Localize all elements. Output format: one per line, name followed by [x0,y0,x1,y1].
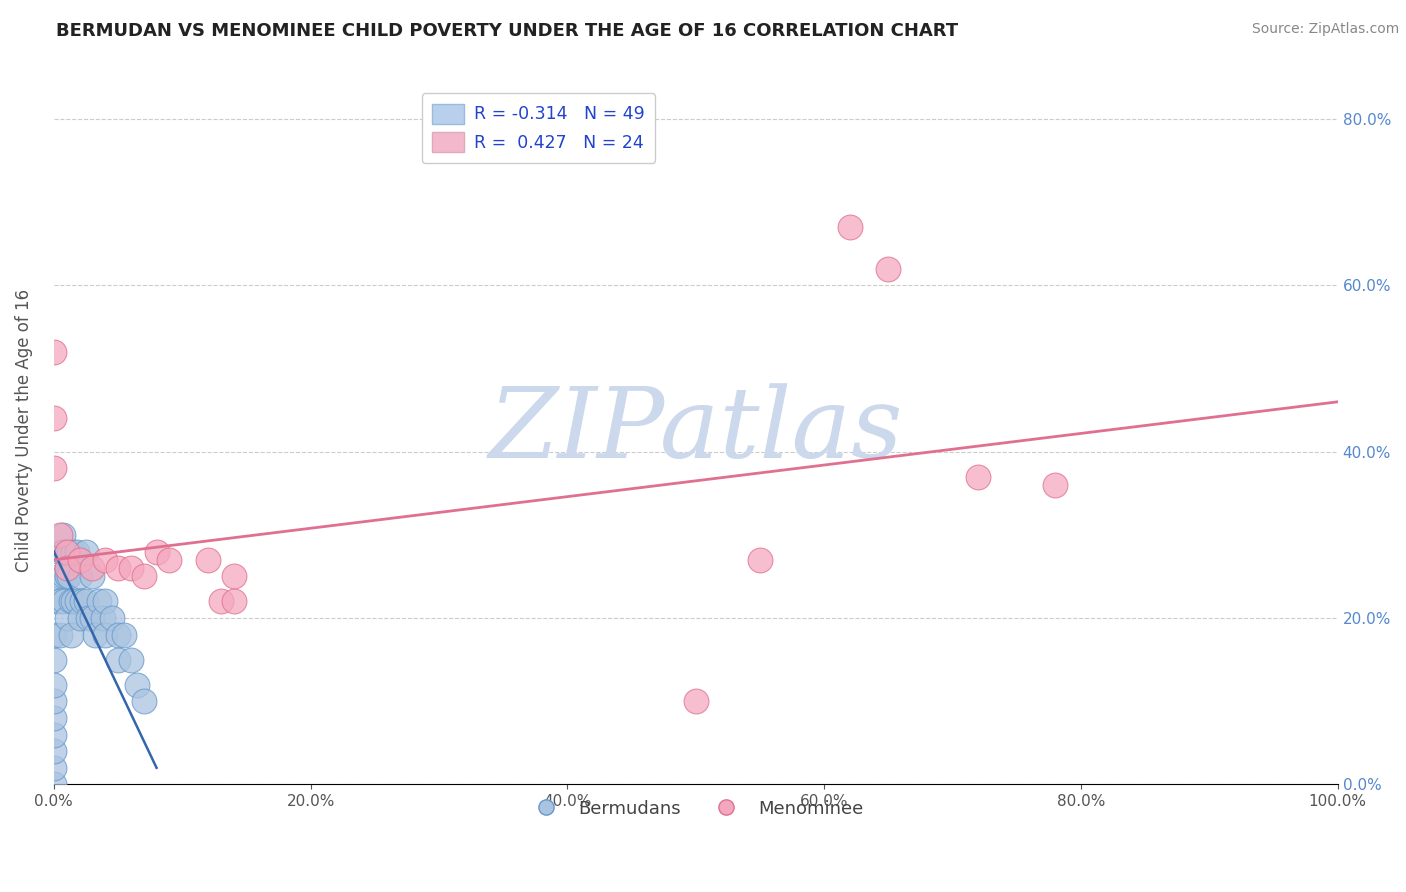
Menominee [748,553,770,567]
Menominee [132,569,155,583]
Menominee [42,461,65,475]
Menominee [222,569,245,583]
Bermudans [94,594,117,608]
Bermudans [42,678,65,692]
Menominee [222,594,245,608]
Bermudans [66,594,89,608]
Bermudans [55,569,77,583]
Menominee [82,561,104,575]
Menominee [120,561,142,575]
Bermudans [42,653,65,667]
Bermudans [52,528,75,542]
Legend: Bermudans, Menominee: Bermudans, Menominee [520,792,870,825]
Y-axis label: Child Poverty Under the Age of 16: Child Poverty Under the Age of 16 [15,289,32,573]
Bermudans [42,727,65,741]
Bermudans [42,744,65,758]
Bermudans [42,594,65,608]
Menominee [145,544,167,558]
Bermudans [53,594,76,608]
Bermudans [127,678,149,692]
Bermudans [59,628,82,642]
Bermudans [42,777,65,791]
Bermudans [58,544,80,558]
Bermudans [55,611,77,625]
Menominee [107,561,129,575]
Text: BERMUDAN VS MENOMINEE CHILD POVERTY UNDER THE AGE OF 16 CORRELATION CHART: BERMUDAN VS MENOMINEE CHILD POVERTY UNDE… [56,22,959,40]
Menominee [685,694,707,708]
Text: ZIPatlas: ZIPatlas [488,384,903,479]
Bermudans [69,569,91,583]
Bermudans [49,628,72,642]
Menominee [877,261,900,276]
Bermudans [59,594,82,608]
Bermudans [132,694,155,708]
Bermudans [62,544,84,558]
Bermudans [69,611,91,625]
Menominee [1043,478,1066,492]
Bermudans [49,544,72,558]
Bermudans [42,694,65,708]
Bermudans [114,628,136,642]
Bermudans [58,569,80,583]
Menominee [69,553,91,567]
Bermudans [82,569,104,583]
Bermudans [107,628,129,642]
Menominee [42,345,65,359]
Bermudans [94,628,117,642]
Bermudans [107,653,129,667]
Menominee [55,544,77,558]
Menominee [157,553,180,567]
Text: Source: ZipAtlas.com: Source: ZipAtlas.com [1251,22,1399,37]
Menominee [55,561,77,575]
Bermudans [75,544,97,558]
Menominee [967,469,990,483]
Bermudans [42,711,65,725]
Menominee [209,594,232,608]
Menominee [94,553,117,567]
Menominee [838,220,860,235]
Bermudans [49,594,72,608]
Bermudans [53,569,76,583]
Bermudans [42,628,65,642]
Bermudans [82,611,104,625]
Bermudans [66,544,89,558]
Menominee [197,553,219,567]
Bermudans [49,569,72,583]
Bermudans [75,594,97,608]
Bermudans [77,611,100,625]
Menominee [42,411,65,425]
Bermudans [55,544,77,558]
Bermudans [91,611,114,625]
Bermudans [70,594,93,608]
Bermudans [120,653,142,667]
Bermudans [84,628,107,642]
Bermudans [87,594,110,608]
Menominee [49,528,72,542]
Bermudans [42,761,65,775]
Bermudans [62,594,84,608]
Bermudans [52,544,75,558]
Bermudans [100,611,122,625]
